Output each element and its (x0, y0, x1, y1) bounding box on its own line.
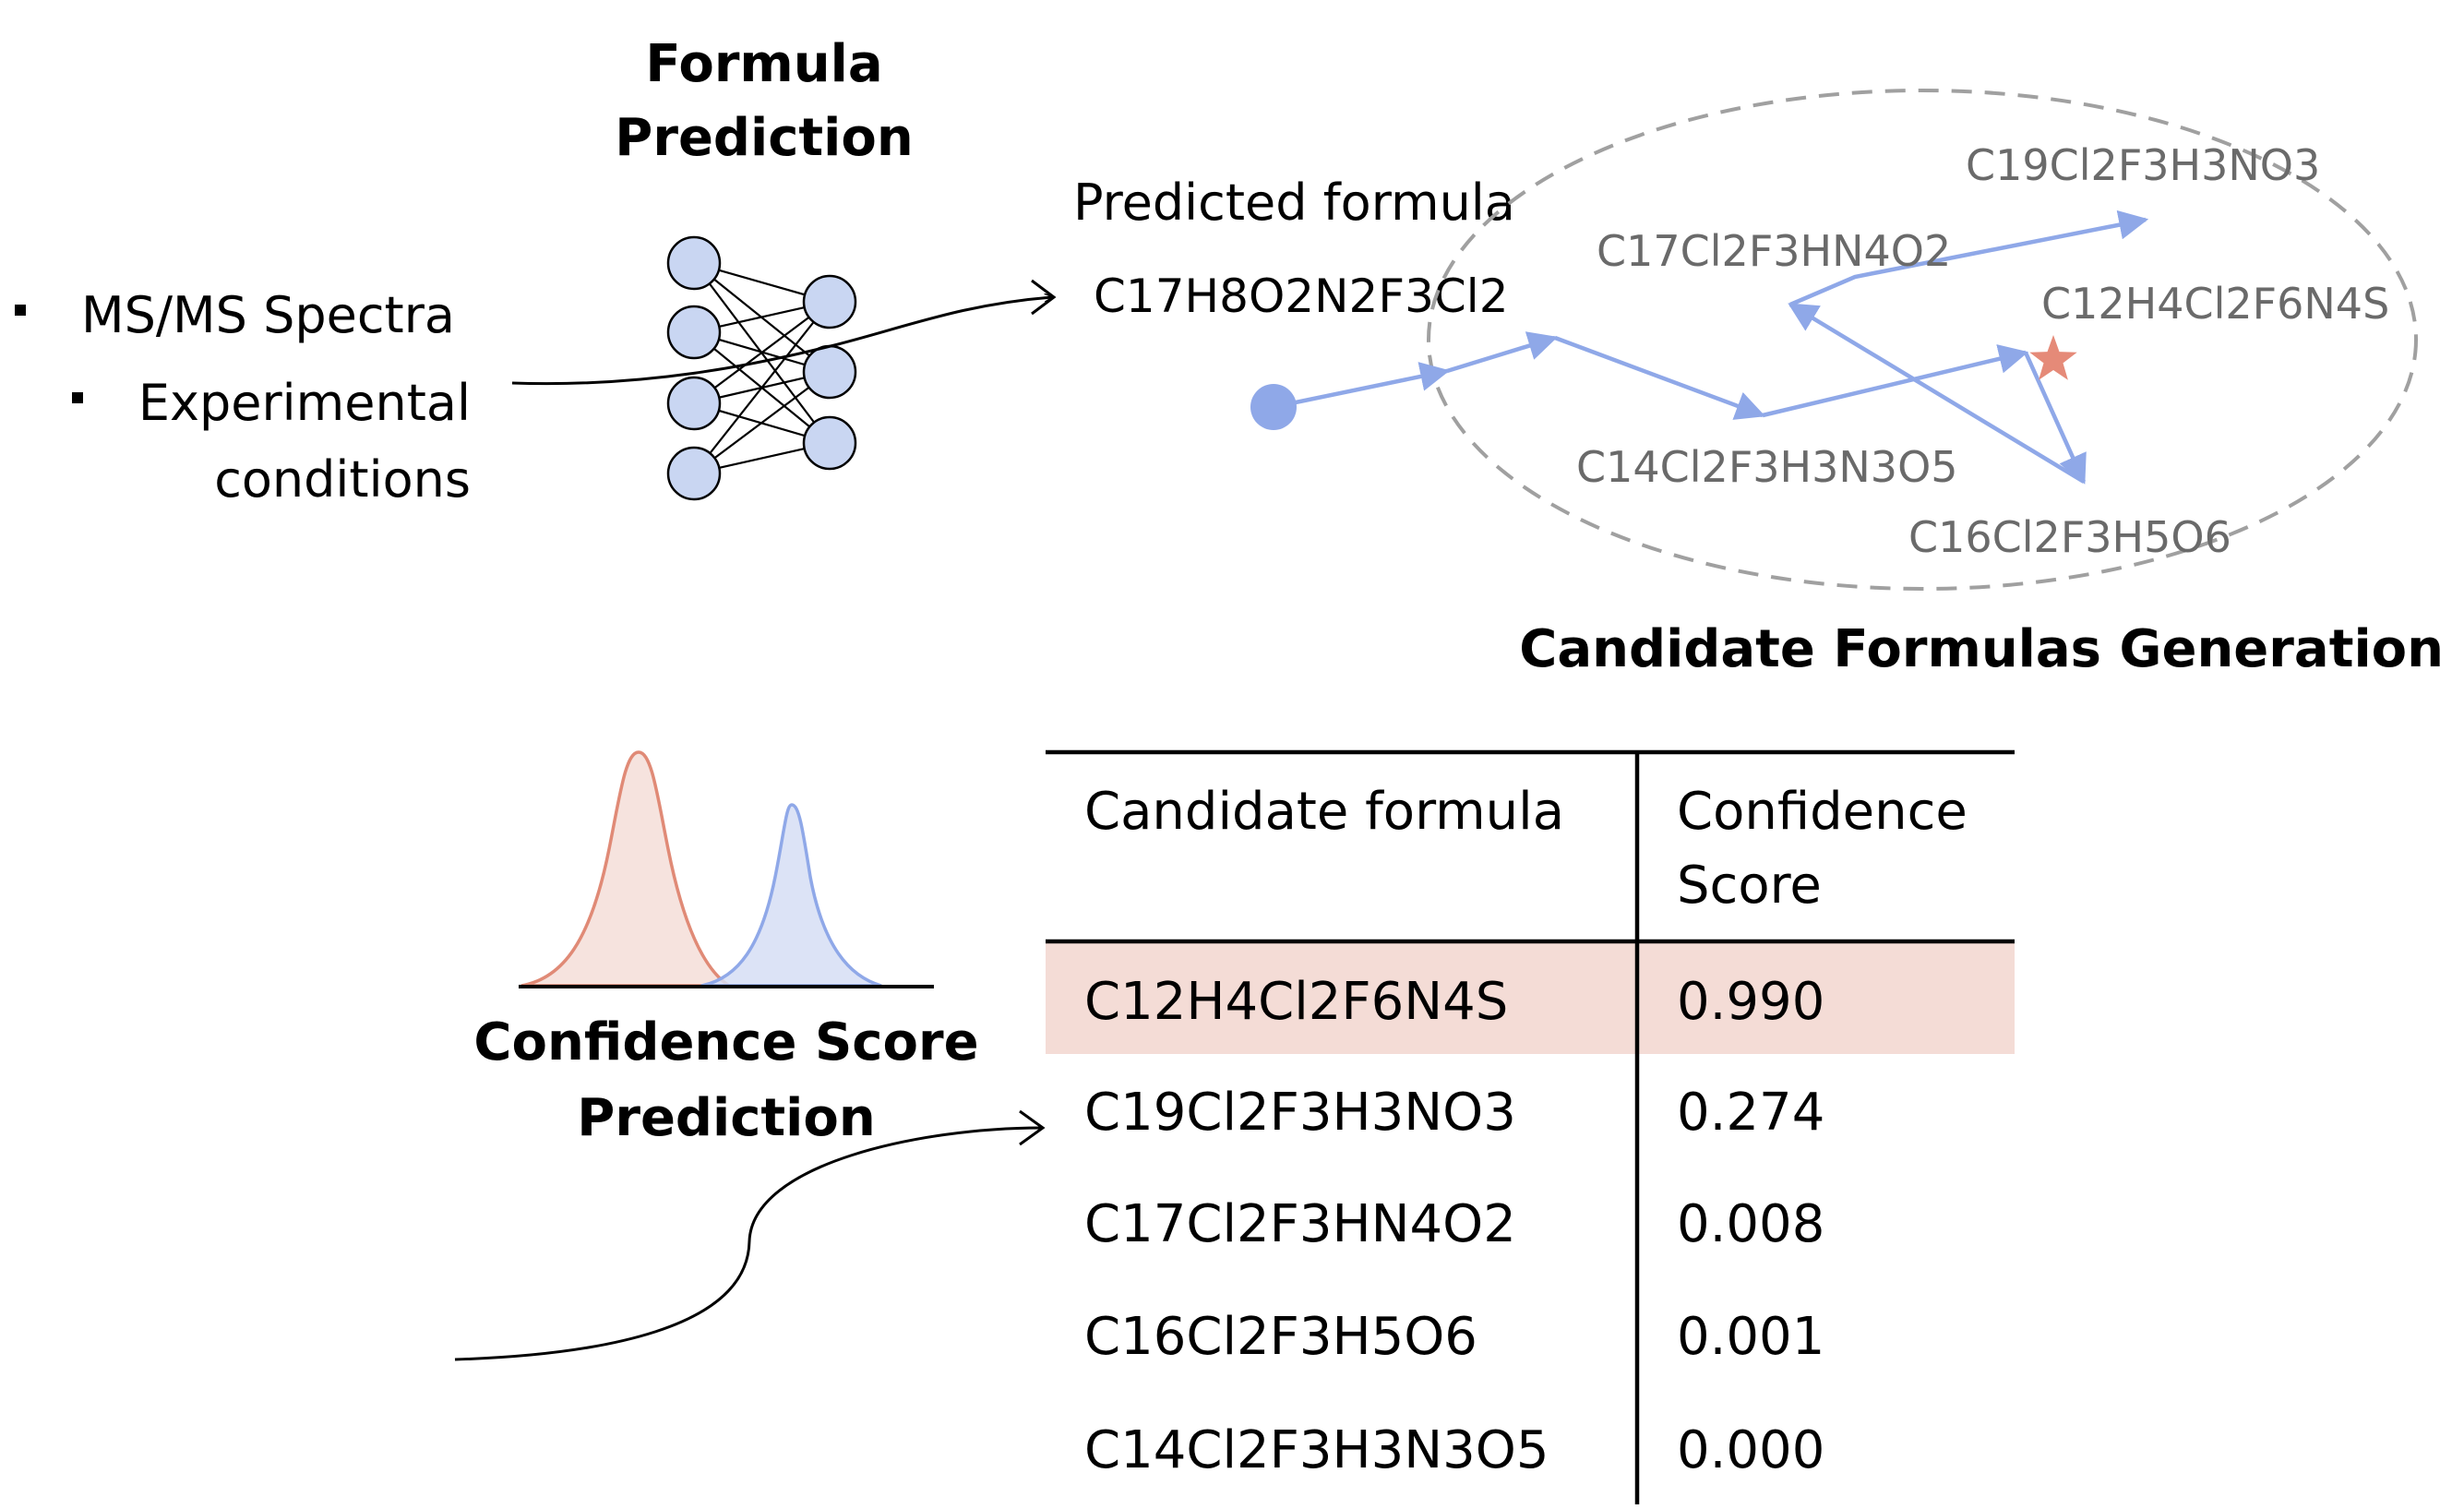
candidate-label-c14: C14Cl2F3H3N3O5 (1576, 442, 1958, 492)
confidence-title-line1: Confidence Score (473, 1012, 978, 1072)
predicted-formula-value: C17H8O2N2F3Cl2 (1094, 269, 1509, 323)
nn-node (802, 344, 857, 400)
input-conditions-line1: Experimental (138, 374, 471, 432)
table-highlight-row (1046, 943, 2015, 1054)
table-row: C14Cl2F3H3N3O5 0.000 (1084, 1420, 1824, 1480)
table-cell-formula: C16Cl2F3H5O6 (1084, 1307, 1477, 1367)
input-spectra: MS/MS Spectra (81, 286, 455, 344)
start-point (1250, 384, 1297, 430)
table-header-formula: Candidate formula (1084, 782, 1564, 842)
nn-node (666, 376, 722, 431)
candidate-label-c19: C19Cl2F3H3NO3 (1966, 140, 2320, 190)
nn-node (802, 415, 857, 471)
neural-network-icon (666, 235, 857, 501)
table-cell-formula: C19Cl2F3H3NO3 (1084, 1083, 1516, 1143)
table-cell-score: 0.000 (1677, 1420, 1824, 1480)
table-row: C12H4Cl2F6N4S 0.990 (1084, 972, 1824, 1032)
table-flow-curve (454, 1126, 1042, 1361)
candidate-region-ellipse (1427, 89, 2418, 591)
confidence-title-line2: Prediction (577, 1088, 875, 1148)
candidate-label-c12: C12H4Cl2F6N4S (2041, 279, 2389, 329)
confidence-distribution-icon (519, 750, 934, 988)
nn-node (666, 305, 722, 360)
nn-node (802, 274, 857, 329)
table-header-score-line1: Confidence (1677, 782, 1968, 842)
nn-node (666, 235, 722, 291)
table-cell-score: 0.001 (1677, 1307, 1824, 1367)
table-cell-score: 0.990 (1677, 972, 1824, 1032)
input-flow-curve (511, 297, 1052, 386)
table-flow-arrowhead (1019, 1109, 1046, 1146)
table-row: C19Cl2F3H3NO3 0.274 (1084, 1083, 1824, 1143)
nn-edge (693, 371, 831, 474)
table-header-score-line2: Score (1677, 856, 1822, 916)
table-row: C16Cl2F3H5O6 0.001 (1084, 1307, 1824, 1367)
candidate-table: Candidate formula Confidence Score C12H4… (1046, 749, 2015, 1504)
nn-node (666, 446, 722, 501)
candidate-generation-title: Candidate Formulas Generation (1519, 619, 2444, 679)
table-cell-formula: C14Cl2F3H3N3O5 (1084, 1420, 1549, 1480)
predicted-formula-label: Predicted formula (1073, 174, 1515, 232)
table-cell-formula: C12H4Cl2F6N4S (1084, 972, 1508, 1032)
table-row: C17Cl2F3HN4O2 0.008 (1084, 1194, 1824, 1254)
bullet-spectra (15, 305, 26, 316)
table-cell-formula: C17Cl2F3HN4O2 (1084, 1194, 1516, 1254)
candidate-label-c17: C17Cl2F3HN4O2 (1597, 226, 1951, 276)
formula-prediction-title-line1: Formula (645, 34, 882, 94)
nn-edge (693, 301, 831, 474)
best-candidate-star-icon (2029, 335, 2077, 380)
candidate-label-c16: C16Cl2F3H5O6 (1908, 512, 2231, 562)
formula-prediction-title-line2: Prediction (615, 108, 913, 168)
input-flow-arrowhead (1031, 279, 1057, 316)
search-path (1273, 210, 2149, 485)
table-cell-score: 0.008 (1677, 1194, 1824, 1254)
bullet-conditions (72, 392, 83, 403)
input-conditions-line2: conditions (214, 450, 471, 509)
distribution-red (520, 750, 735, 988)
distribution-blue (700, 803, 882, 988)
table-cell-score: 0.274 (1677, 1083, 1824, 1143)
nn-edge (693, 301, 831, 404)
